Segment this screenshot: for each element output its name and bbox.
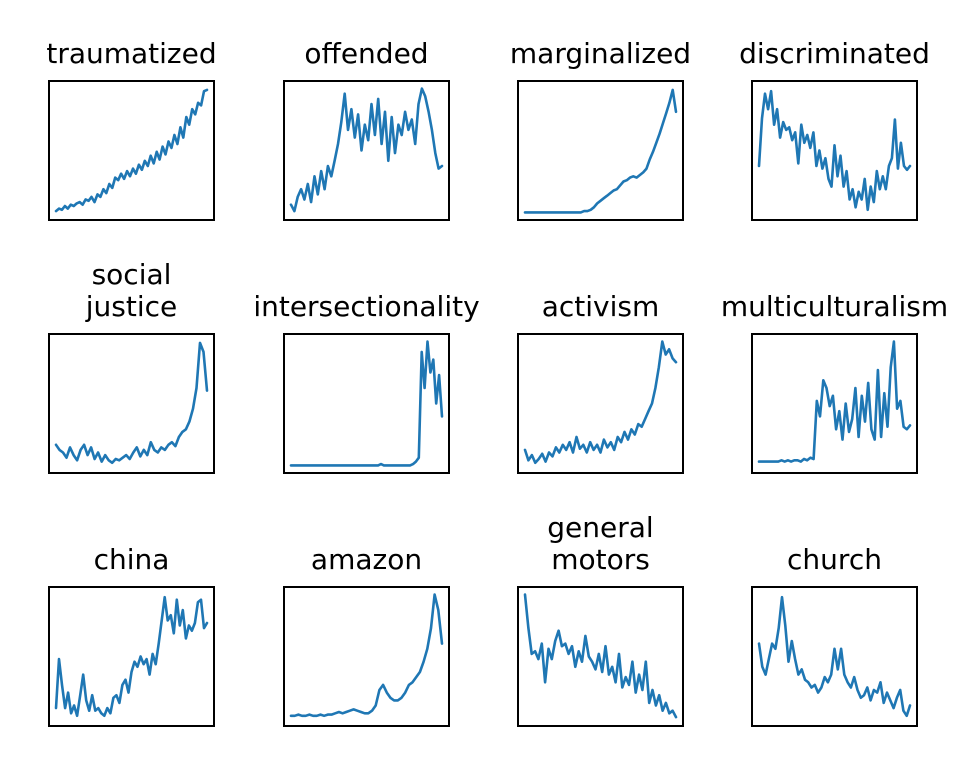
panel-title-line: motors [551, 543, 650, 576]
series-line [523, 88, 678, 214]
axes-frame [48, 80, 215, 221]
plot-area [48, 333, 215, 474]
panel-title-line: amazon [310, 543, 423, 576]
panel-title-line: china [93, 543, 170, 576]
panel-title-line: offended [304, 37, 429, 70]
axes-frame [48, 586, 215, 727]
plot-area [283, 586, 450, 727]
series-line [54, 88, 209, 213]
series-line [289, 593, 444, 718]
axes-frame [517, 333, 684, 474]
line-chart [283, 80, 450, 221]
series-line [523, 593, 678, 719]
panel-title-line: intersectionality [253, 290, 480, 323]
panel-title: china [0, 544, 282, 576]
panel-title: discriminated [685, 38, 968, 70]
line-chart [517, 80, 684, 221]
line-chart [517, 586, 684, 727]
plot-area [517, 80, 684, 221]
series-line [289, 87, 444, 213]
plot-area [283, 333, 450, 474]
line-chart [751, 333, 918, 474]
series-line [757, 340, 912, 463]
line-chart [48, 586, 215, 727]
series-line [757, 595, 912, 718]
axes-frame [751, 80, 918, 221]
panel-title: general motors [451, 512, 751, 576]
axes-frame [283, 80, 450, 221]
series-line [54, 595, 209, 718]
panel-title: offended [217, 38, 517, 70]
axes-frame [283, 333, 450, 474]
axes-frame [751, 333, 918, 474]
plot-area [751, 333, 918, 474]
panel-title-line: activism [541, 290, 660, 323]
panel-title: social justice [0, 259, 282, 323]
series-line [757, 89, 912, 212]
line-chart [283, 586, 450, 727]
axes-frame [517, 80, 684, 221]
plot-area [283, 80, 450, 221]
plot-area [751, 80, 918, 221]
axes-frame [751, 586, 918, 727]
axes-frame [517, 586, 684, 727]
series-line [289, 340, 444, 467]
panel-title: intersectionality [217, 291, 517, 323]
panel-title: church [685, 544, 968, 576]
panel-title-line: church [787, 543, 882, 576]
panel-title-line: social [91, 258, 172, 291]
plot-area [751, 586, 918, 727]
panel-title-line: discriminated [739, 37, 930, 70]
panel-title-line: multiculturalism [720, 290, 949, 323]
panel-title: multiculturalism [685, 291, 968, 323]
axes-frame [48, 333, 215, 474]
panel-title-line: general [547, 511, 654, 544]
line-chart [283, 333, 450, 474]
line-chart [751, 586, 918, 727]
series-line [523, 340, 678, 465]
panel-title-line: traumatized [46, 37, 217, 70]
axes-frame [283, 586, 450, 727]
line-chart [48, 80, 215, 221]
panel-title-line: marginalized [509, 37, 692, 70]
plot-area [517, 333, 684, 474]
panel-title-line: justice [85, 290, 178, 323]
panel-title: traumatized [0, 38, 282, 70]
line-chart [517, 333, 684, 474]
panel-title: activism [451, 291, 751, 323]
series-line [54, 341, 209, 465]
plot-area [48, 586, 215, 727]
line-chart [48, 333, 215, 474]
panel-title: marginalized [451, 38, 751, 70]
line-chart [751, 80, 918, 221]
plot-area [48, 80, 215, 221]
plot-area [517, 586, 684, 727]
panel-title: amazon [217, 544, 517, 576]
